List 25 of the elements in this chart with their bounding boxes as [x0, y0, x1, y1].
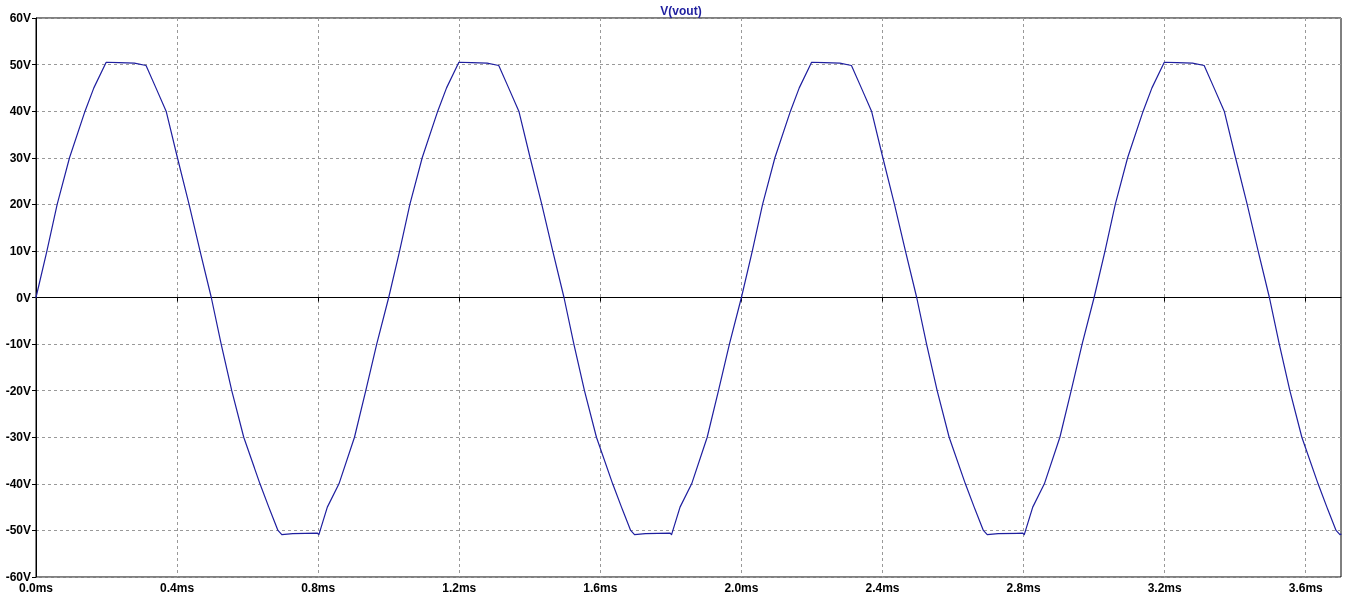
x-tick-label: 1.2ms	[442, 581, 477, 595]
x-tick-label: 0.0ms	[18, 581, 54, 595]
y-tick-label: -60V	[5, 570, 31, 584]
x-tick-label: 1.6ms	[583, 581, 618, 595]
x-tick-label: 2.0ms	[724, 581, 759, 595]
line-series	[35, 61, 1342, 536]
y-tick-label: -20V	[5, 383, 31, 398]
x-tick-label: 2.4ms	[865, 581, 900, 595]
x-tick-label: 2.8ms	[1006, 581, 1041, 595]
y-tick-label: 40V	[9, 104, 31, 119]
x-tick-label: 0.4ms	[160, 581, 195, 595]
y-tick-label: 30V	[9, 150, 31, 165]
y-tick-label: -10V	[5, 337, 31, 352]
y-tick-label: 60V	[9, 11, 31, 25]
chart-title: V(vout)	[660, 4, 702, 18]
y-tick-label: 50V	[9, 57, 31, 72]
y-tick-label: -50V	[5, 523, 31, 538]
y-tick-label: 0V	[16, 290, 31, 305]
x-tick-label: 3.2ms	[1147, 581, 1182, 595]
x-tick-label: 0.8ms	[301, 581, 336, 595]
y-tick-label: 10V	[9, 243, 31, 258]
x-tick-label: 3.6ms	[1288, 581, 1324, 595]
y-tick-label: 20V	[9, 197, 31, 212]
y-tick-label: -40V	[5, 476, 31, 491]
y-tick-label: -30V	[5, 430, 31, 445]
